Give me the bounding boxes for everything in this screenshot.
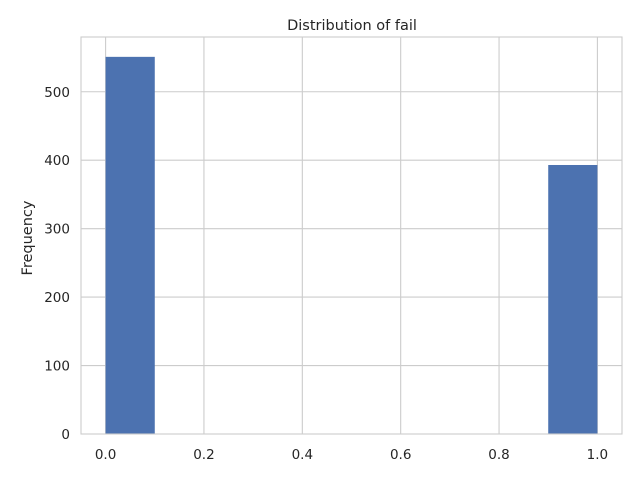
y-axis-label: Frequency (20, 200, 36, 275)
x-tick-label: 0.6 (390, 447, 411, 463)
y-tick-label: 500 (44, 85, 70, 101)
x-tick-label: 0.4 (292, 447, 313, 463)
x-tick-label: 0.2 (193, 447, 214, 463)
histogram-bar (548, 164, 598, 434)
chart-title: Distribution of fail (287, 18, 417, 34)
x-axis: 0.0 0.2 0.4 0.6 0.8 1.0 (95, 447, 608, 463)
y-tick-label: 400 (44, 153, 70, 169)
histogram-bar (105, 56, 155, 434)
y-tick-label: 100 (44, 359, 70, 375)
x-tick-label: 0.8 (488, 447, 509, 463)
y-axis: 0 100 200 300 400 500 (44, 85, 70, 443)
plot-frame (80, 36, 623, 435)
y-tick-label: 200 (44, 290, 70, 306)
x-tick-label: 0.0 (95, 447, 116, 463)
grid-layer (81, 37, 622, 435)
x-tick-label: 1.0 (587, 447, 608, 463)
y-tick-label: 300 (44, 222, 70, 238)
y-tick-label: 0 (61, 427, 70, 443)
bars-layer (105, 56, 598, 434)
